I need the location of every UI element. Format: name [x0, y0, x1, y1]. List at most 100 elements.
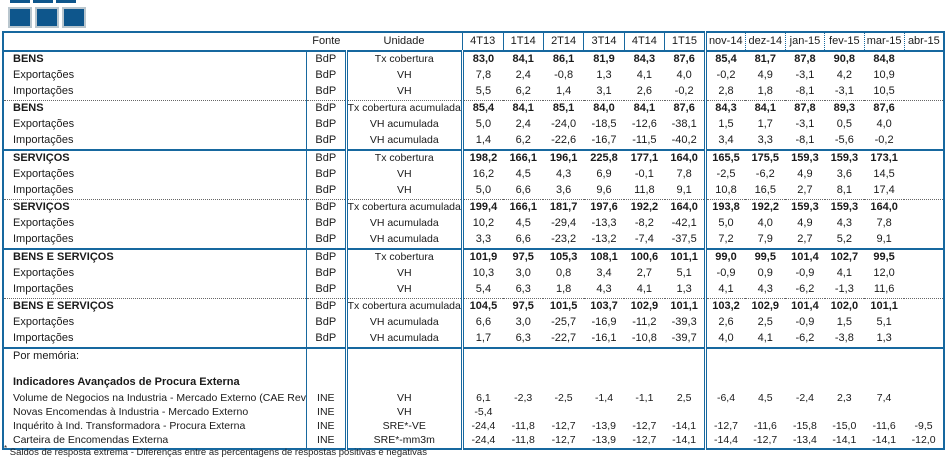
value-cell: 85,1 [543, 100, 584, 117]
value-cell [904, 315, 944, 331]
value-cell: 103,2 [703, 298, 746, 315]
value-cell: 177,1 [624, 149, 665, 167]
table-row: Exportações BdP VH acumulada 5,0 2,4 -24,0 -18… [3, 117, 944, 133]
value-cell: 87,6 [664, 100, 706, 117]
unit-cell: VH acumulada [346, 232, 464, 249]
unit-cell: VH [346, 406, 464, 420]
value-cell: 198,2 [462, 149, 504, 167]
table-row: Indicadores Avançados de Procura Externa [3, 374, 944, 392]
value-cell: 225,8 [583, 149, 625, 167]
column-header: fev-15 [824, 32, 865, 52]
value-cell: 90,8 [833, 53, 856, 66]
column-header: Fonte [306, 32, 347, 52]
value-cell: -1,1 [635, 392, 654, 405]
value-cell: 0,8 [555, 267, 572, 280]
three-squares-logo [8, 0, 86, 28]
table-row: Exportações BdP VH acumulada 10,2 4,5 -29,4 -1… [3, 216, 944, 232]
value-cell: 6,6 [515, 184, 531, 197]
value-cell: 4,3 [555, 168, 572, 181]
value-cell: -3,1 [795, 69, 815, 82]
value-cell: 2,7 [797, 233, 813, 246]
value-cell: 4,0 [703, 331, 746, 348]
column-header: dez-14 [744, 32, 786, 52]
value-cell [864, 374, 904, 392]
value-cell: -42,1 [671, 217, 697, 230]
value-cell: 4,3 [836, 217, 852, 230]
value-cell: 5,1 [876, 316, 892, 329]
value-cell: 6,2 [515, 85, 531, 98]
value-cell [503, 347, 544, 365]
source-cell: BdP [306, 167, 348, 183]
column-header: 1T14 [502, 32, 544, 52]
value-cell: -14,1 [672, 420, 697, 433]
value-cell [904, 133, 944, 150]
value-cell: -16,9 [591, 316, 617, 329]
value-cell: 102,9 [745, 298, 786, 315]
table-row: BENS BdP Tx cobertura 83,0 84,1 86,1 81,9 84,3 8… [3, 51, 944, 68]
value-cell [785, 365, 824, 374]
value-cell: 4,2 [836, 69, 852, 82]
source-cell: BdP [306, 298, 348, 315]
unit-cell: VH [346, 392, 464, 406]
row-label: Importações [3, 232, 307, 249]
value-cell: -24,4 [471, 434, 496, 447]
value-cell: 6,3 [515, 283, 531, 296]
value-cell: -0,1 [634, 168, 654, 181]
value-cell [624, 406, 664, 420]
value-cell [904, 117, 944, 133]
value-cell: 3,6 [836, 168, 852, 181]
unit-cell: VH [346, 266, 464, 282]
value-cell: 87,8 [794, 53, 816, 66]
row-label: BENS E SERVIÇOS [3, 298, 307, 315]
table-row: Importações BdP VH 5,5 6,2 1,4 3,1 2,6 -0,2 2,8 1,… [3, 84, 944, 101]
value-cell: 4,9 [797, 168, 813, 181]
value-cell: -13,9 [592, 434, 616, 447]
value-cell: 3,0 [515, 267, 531, 280]
value-cell: 99,5 [745, 248, 786, 266]
value-cell: 4,3 [757, 283, 773, 296]
column-header: 2T14 [542, 32, 584, 52]
column-header: 1T15 [664, 32, 706, 52]
value-cell [462, 347, 504, 365]
value-cell: -15,8 [792, 420, 817, 433]
value-cell: 84,1 [624, 100, 665, 117]
table-row [3, 365, 944, 374]
value-cell: 3,4 [596, 267, 612, 280]
value-cell: 3,3 [475, 233, 492, 246]
value-cell: -39,3 [671, 316, 697, 329]
value-cell: 86,1 [552, 53, 575, 66]
value-cell: 164,0 [664, 149, 706, 167]
value-cell [703, 406, 746, 420]
value-cell: -23,2 [551, 233, 577, 246]
external-demand-indicators-table: Fonte Unidade 4T13 1T14 2T14 3T14 4T14 1T15 nov-… [2, 31, 945, 450]
source-cell [306, 365, 348, 374]
value-cell [864, 365, 904, 374]
value-cell: 5,2 [836, 233, 852, 246]
value-cell: 181,7 [543, 199, 584, 216]
value-cell: 6,1 [476, 392, 491, 405]
value-cell: -6,4 [703, 392, 746, 406]
source-cell: BdP [306, 100, 348, 117]
value-cell: 199,4 [462, 199, 504, 216]
value-cell: 12,0 [873, 267, 895, 280]
value-cell: 159,3 [785, 149, 825, 167]
value-cell: 10,8 [703, 183, 746, 200]
table-row: Importações BdP VH acumulada 1,7 6,3 -22,7 -16… [3, 331, 944, 348]
value-cell [904, 347, 944, 365]
value-cell: -3,8 [834, 332, 854, 345]
value-cell: 7,8 [676, 168, 692, 181]
value-cell: -1,3 [834, 283, 854, 296]
value-cell [904, 216, 944, 232]
table-row: Carteira de Encomendas Externa INE SRE*-mm… [3, 434, 944, 449]
unit-cell [346, 347, 464, 365]
value-cell: 84,0 [583, 100, 625, 117]
table-row: Importações BdP VH acumulada 1,4 6,2 -22,6 -16… [3, 133, 944, 150]
value-cell: 7,2 [703, 232, 746, 249]
value-cell: 164,0 [664, 199, 706, 216]
value-cell: -29,4 [551, 217, 577, 230]
row-label: SERVIÇOS [3, 199, 307, 216]
value-cell: -12,7 [753, 434, 778, 447]
value-cell: 101,1 [664, 248, 706, 266]
value-cell: 81,7 [754, 53, 776, 66]
value-cell [543, 365, 583, 374]
